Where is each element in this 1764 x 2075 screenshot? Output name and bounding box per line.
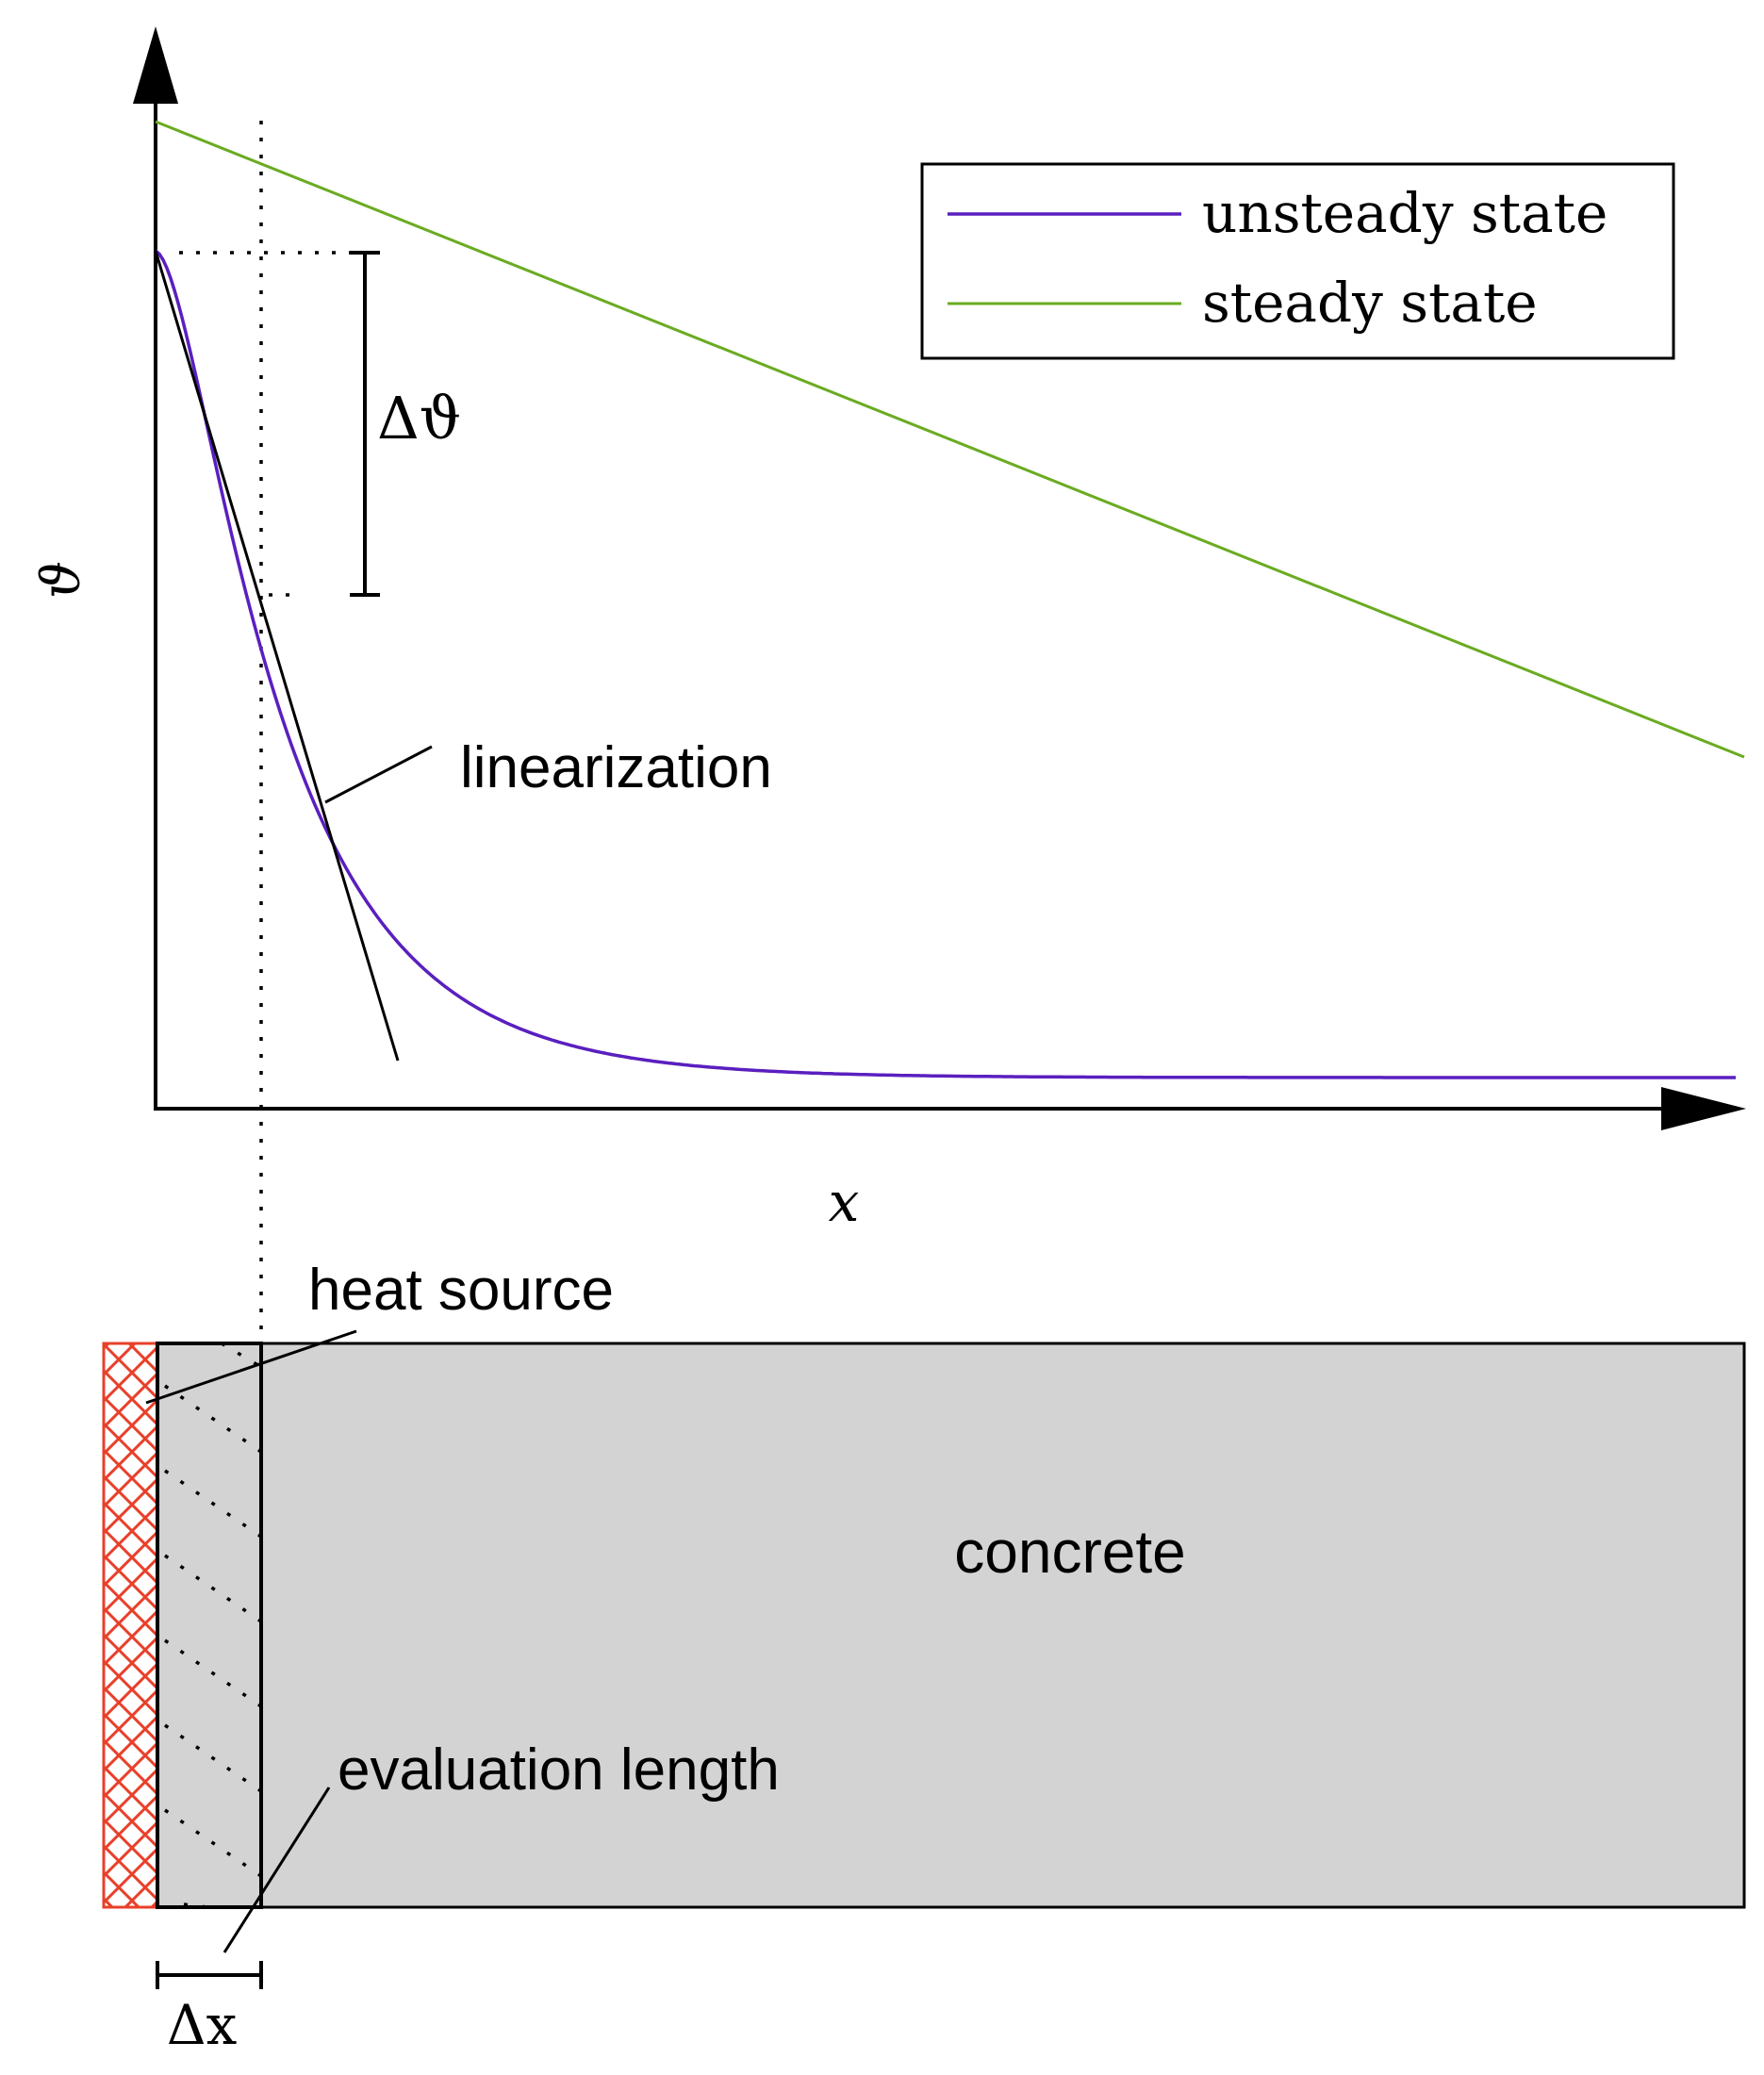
legend-steady-label: steady state <box>1202 271 1538 335</box>
linearization-label: linearization <box>460 735 772 800</box>
evaluation-zone <box>156 1342 263 1909</box>
unsteady-state-curve <box>154 249 1736 1079</box>
heat-source-label: heat source <box>308 1258 614 1323</box>
y-axis-arrowhead <box>133 26 178 104</box>
x-axis-label: x <box>829 1170 860 1234</box>
evaluation-length-label: evaluation length <box>338 1737 780 1803</box>
linearization-leader <box>324 745 433 804</box>
x-axis-arrowhead <box>1661 1087 1746 1130</box>
legend: unsteady state steady state <box>920 162 1675 360</box>
linearization-line <box>154 250 400 1062</box>
y-axis-label: ϑ <box>31 561 92 599</box>
evaluation-length-leader <box>223 1787 331 1953</box>
delta-x-label: Δx <box>167 1993 238 2057</box>
heat-source-layer <box>102 1342 159 1909</box>
delta-x-dimension <box>156 1961 263 1989</box>
delta-theta-bracket <box>350 251 380 597</box>
heat-source-leader <box>145 1329 357 1405</box>
evaluation-zone-hatch <box>164 1342 262 1909</box>
legend-unsteady-label: unsteady state <box>1202 181 1607 245</box>
delta-theta-label: Δϑ <box>377 384 461 453</box>
concrete-block <box>156 1342 1746 1909</box>
steady-state-line <box>155 120 1745 759</box>
concrete-label: concrete <box>954 1518 1185 1586</box>
